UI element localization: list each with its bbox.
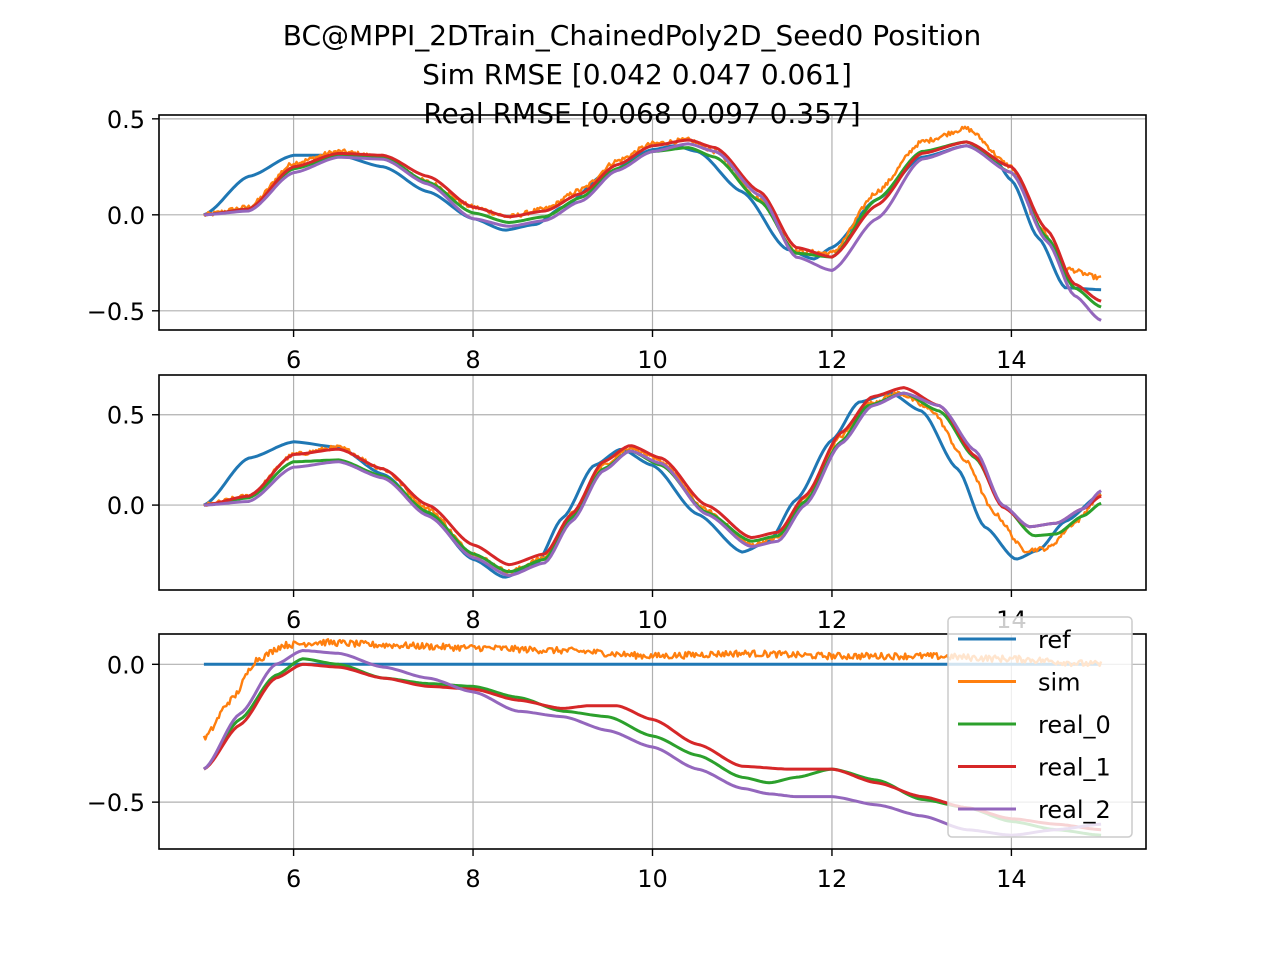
title-line-2: Sim RMSE [0.042 0.047 0.061] — [422, 58, 852, 91]
legend: ref sim real_0 real_1 real_2 — [947, 616, 1133, 838]
y-tick-label: 0.0 — [107, 202, 145, 230]
plot-area — [203, 125, 1102, 322]
x-tick-label: 6 — [286, 346, 301, 374]
subplot-3: 6 8 10 12 14 −0.5 0.0 ref sim real_0 real_1 real_2 — [87, 616, 1147, 893]
legend-label-ref: ref — [1038, 626, 1071, 654]
y-tick-label: −0.5 — [87, 298, 145, 326]
x-tick-label: 8 — [465, 346, 480, 374]
x-tick-label: 10 — [637, 865, 668, 893]
figure-title: BC@MPPI_2DTrain_ChainedPoly2D_Seed0 Posi… — [283, 19, 981, 130]
legend-label-sim: sim — [1038, 669, 1081, 697]
legend-label-real_2: real_2 — [1038, 796, 1111, 824]
legend-label-real_0: real_0 — [1038, 711, 1111, 739]
x-tick-label: 12 — [817, 865, 848, 893]
y-tick-label: −0.5 — [87, 789, 145, 817]
subplot-1: 6 8 10 12 14 −0.5 0.0 0.5 — [87, 106, 1147, 374]
x-tick-label: 12 — [817, 346, 848, 374]
title-line-3: Real RMSE [0.068 0.097 0.357] — [423, 97, 860, 130]
y-tick-label: 0.5 — [107, 106, 145, 134]
x-tick-label: 8 — [465, 865, 480, 893]
x-tick-label: 6 — [286, 606, 301, 634]
x-tick-label: 10 — [637, 606, 668, 634]
legend-box — [947, 616, 1133, 838]
x-tick-label: 12 — [817, 606, 848, 634]
x-tick-label: 6 — [286, 865, 301, 893]
y-tick-label: 0.0 — [107, 492, 145, 520]
y-tick-label: 0.0 — [107, 651, 145, 679]
x-tick-label: 14 — [996, 346, 1027, 374]
series-real_2 — [203, 391, 1102, 577]
legend-label-real_1: real_1 — [1038, 754, 1111, 782]
title-line-1: BC@MPPI_2DTrain_ChainedPoly2D_Seed0 Posi… — [283, 19, 981, 52]
plot-area — [203, 386, 1102, 579]
x-tick-label: 10 — [637, 346, 668, 374]
series-real_2 — [203, 142, 1102, 322]
axes-layer: 68101214−0.50.00.5681012140.00.568101214… — [87, 106, 1147, 893]
series-real_1 — [203, 138, 1102, 303]
subplot-2: 681012140.00.5 — [107, 374, 1147, 634]
x-tick-label: 8 — [465, 606, 480, 634]
x-tick-label: 14 — [996, 865, 1027, 893]
y-tick-label: 0.5 — [107, 402, 145, 430]
